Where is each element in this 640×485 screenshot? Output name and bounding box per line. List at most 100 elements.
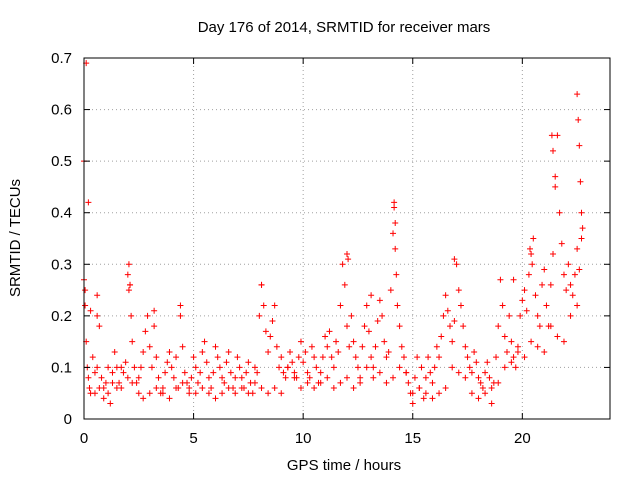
data-point (427, 369, 434, 376)
data-point (514, 343, 521, 350)
data-point (429, 379, 436, 386)
data-point (190, 354, 197, 361)
data-point (179, 379, 186, 386)
data-point (521, 287, 528, 294)
data-point (508, 359, 515, 366)
data-point (345, 256, 352, 263)
data-point (365, 328, 372, 335)
data-point (251, 364, 258, 371)
data-point (98, 374, 105, 381)
data-point (258, 281, 265, 288)
data-point (159, 390, 166, 397)
data-point (495, 379, 502, 386)
data-point (363, 364, 370, 371)
data-point (234, 354, 241, 361)
data-point (548, 132, 555, 139)
data-point (359, 343, 366, 350)
x-tick-label: 0 (80, 430, 88, 447)
data-point (225, 385, 232, 392)
data-point (506, 312, 513, 319)
data-point (328, 354, 335, 361)
data-point (151, 323, 158, 330)
data-point (477, 379, 484, 386)
data-point (302, 348, 309, 355)
data-point (85, 199, 92, 206)
data-point (344, 323, 350, 330)
data-point (129, 379, 136, 386)
data-point (177, 312, 184, 319)
data-point (393, 271, 400, 278)
data-point (223, 359, 230, 366)
data-point (151, 307, 158, 314)
data-point (166, 395, 173, 402)
data-point (576, 142, 583, 149)
data-point (569, 292, 576, 299)
data-point (383, 379, 390, 386)
chart-title: Day 176 of 2014, SRMTID for receiver mar… (198, 19, 491, 36)
data-point (271, 385, 278, 392)
data-point (203, 359, 210, 366)
data-point (304, 369, 311, 376)
data-point (238, 385, 245, 392)
y-tick-label: 0.1 (51, 359, 72, 376)
data-point (390, 374, 397, 381)
data-point (527, 245, 534, 252)
data-point (352, 354, 359, 361)
data-point (558, 240, 565, 247)
data-point (503, 348, 510, 355)
data-point (405, 379, 412, 386)
data-point (131, 364, 138, 371)
data-point (118, 364, 125, 371)
data-point (574, 302, 581, 309)
data-point (449, 364, 456, 371)
data-point (276, 364, 283, 371)
data-point (475, 374, 482, 381)
data-point (368, 354, 375, 361)
x-axis-label: GPS time / hours (287, 457, 401, 474)
data-point (574, 245, 581, 252)
data-point (370, 364, 377, 371)
data-point (210, 369, 217, 376)
data-point (219, 374, 226, 381)
data-point (155, 374, 162, 381)
data-point (457, 302, 464, 309)
data-point (462, 343, 469, 350)
data-point (574, 91, 581, 98)
data-point (135, 390, 142, 397)
data-point (541, 348, 548, 355)
data-point (94, 292, 101, 299)
data-point (125, 261, 132, 268)
data-point (560, 338, 567, 345)
data-point (528, 338, 535, 345)
data-point (306, 374, 313, 381)
data-point (251, 379, 258, 386)
data-point (512, 364, 519, 371)
data-point (326, 328, 333, 335)
data-point (499, 302, 506, 309)
data-point (265, 390, 272, 397)
data-point (547, 323, 554, 330)
data-point (148, 364, 155, 371)
data-point (317, 369, 324, 376)
data-point (539, 281, 546, 288)
data-point (391, 204, 398, 211)
data-point (124, 374, 131, 381)
data-point (284, 364, 291, 371)
data-point (482, 369, 489, 376)
data-point (442, 385, 449, 392)
data-point (462, 374, 469, 381)
data-point (153, 385, 160, 392)
data-point (105, 364, 112, 371)
data-point (514, 348, 521, 355)
data-point (205, 374, 212, 381)
data-point (484, 359, 491, 366)
data-point (357, 374, 364, 381)
data-point (197, 369, 204, 376)
data-point (267, 333, 274, 340)
data-point (565, 261, 572, 268)
y-tick-label: 0.5 (51, 153, 72, 170)
data-point (497, 276, 504, 283)
data-point (177, 302, 184, 309)
data-point (387, 287, 394, 294)
data-point (297, 338, 304, 345)
